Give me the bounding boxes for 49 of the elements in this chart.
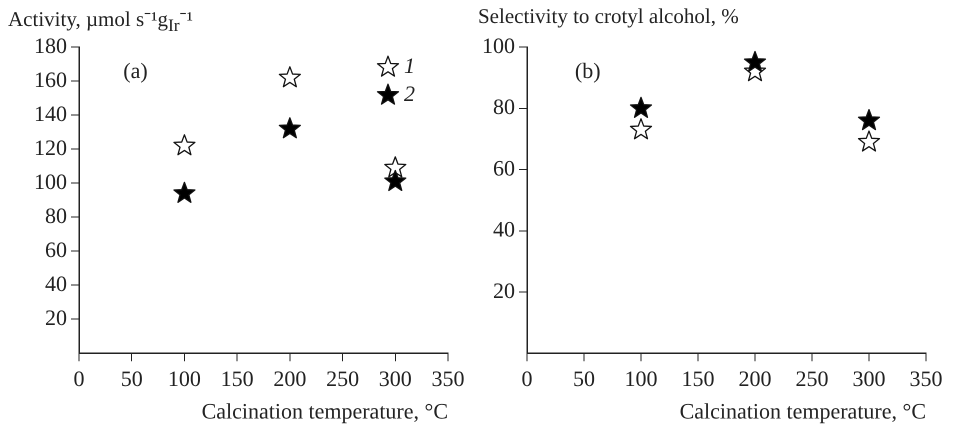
x-tick-label: 0 — [522, 366, 532, 392]
point — [630, 96, 652, 118]
y-tick-label: 100 — [34, 168, 67, 194]
x-tick-label: 350 — [910, 366, 942, 392]
annotation: (b) — [574, 58, 601, 83]
x-axis-title: Calcination temperature, °C — [680, 398, 926, 424]
y-tick-label: 160 — [34, 66, 67, 92]
x-tick-label: 0 — [74, 366, 84, 392]
point — [858, 108, 880, 130]
annotation: (a) — [123, 58, 148, 83]
point — [278, 66, 301, 88]
point — [384, 156, 406, 178]
y-tick-label: 40 — [45, 270, 67, 296]
x-tick-label: 250 — [796, 366, 828, 392]
x-tick-label: 150 — [682, 366, 714, 392]
point — [173, 134, 196, 156]
x-tick-label: 300 — [378, 366, 412, 392]
y-tick-label: 20 — [45, 304, 67, 330]
y-tick-label: 40 — [493, 216, 515, 242]
x-tick-label: 200 — [738, 366, 772, 392]
point — [630, 118, 652, 140]
x-tick-label: 50 — [120, 366, 143, 392]
y-tick-label: 100 — [482, 32, 515, 58]
y-tick-label: 80 — [493, 94, 515, 120]
x-tick-label: 150 — [220, 366, 254, 392]
x-tick-label: 100 — [168, 366, 201, 392]
point — [384, 170, 406, 192]
x-axis-title: Calcination temperature, °C — [202, 398, 448, 424]
x-tick-label: 200 — [273, 366, 306, 392]
point — [744, 50, 766, 72]
y-tick-label: 60 — [45, 236, 67, 262]
point — [278, 117, 301, 138]
legend-label: 1 — [404, 52, 415, 78]
x-tick-label: 250 — [326, 366, 360, 392]
x-tick-label: 50 — [573, 366, 595, 392]
x-tick-label: 100 — [624, 366, 658, 392]
y-axis-title: Activity, µmol s⁻¹g$_{Ir}$⁻¹ — [8, 7, 193, 36]
y-axis-title: Selectivity to crotyl alcohol, % — [478, 4, 739, 29]
point — [858, 130, 880, 152]
y-tick-label: 60 — [493, 155, 515, 180]
legend-label: 2 — [404, 80, 415, 106]
y-tick-label: 80 — [45, 202, 67, 228]
x-tick-label: 300 — [852, 366, 886, 392]
x-tick-label: 350 — [432, 366, 464, 392]
y-tick-label: 20 — [493, 278, 515, 303]
y-tick-label: 180 — [34, 32, 67, 58]
point — [173, 182, 196, 203]
y-tick-label: 120 — [34, 134, 67, 160]
y-tick-label: 140 — [34, 100, 67, 126]
